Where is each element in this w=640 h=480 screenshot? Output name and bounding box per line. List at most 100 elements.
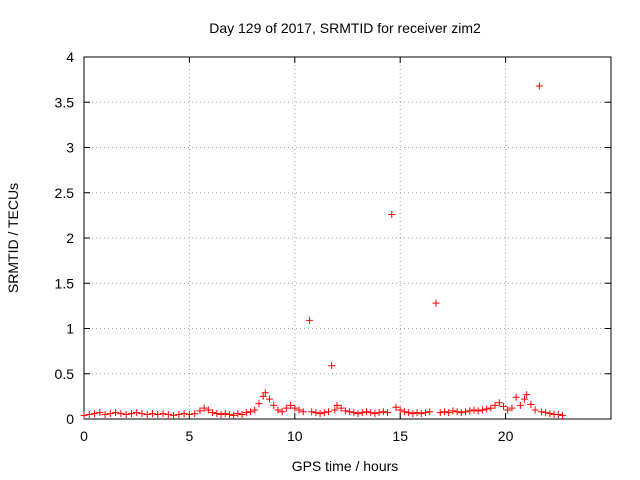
data-point: [508, 404, 516, 412]
data-point: [487, 404, 495, 412]
data-point: [217, 410, 225, 418]
y-tick-label: 2.5: [55, 185, 75, 201]
data-point: [308, 408, 316, 416]
data-point: [483, 405, 491, 413]
data-point: [278, 408, 286, 416]
data-point: [466, 407, 474, 415]
data-point: [392, 403, 400, 411]
data-point: [91, 410, 99, 418]
plot-frame: [83, 56, 612, 420]
x-tick-label: 0: [80, 428, 88, 444]
data-point: [247, 408, 255, 416]
data-point: [299, 408, 307, 416]
data-point: [325, 408, 333, 416]
data-point: [112, 409, 120, 417]
data-point: [291, 404, 299, 412]
y-tick-label: 0.5: [55, 366, 75, 382]
data-point: [516, 401, 524, 409]
grid-lines: [84, 57, 611, 419]
data-point: [491, 401, 499, 409]
axis-ticks: 0 5 10 15 20 0 0.5 1 1.5 2 2.5 3 3.5 4: [55, 49, 611, 444]
data-point: [242, 409, 250, 417]
data-point: [405, 409, 413, 417]
data-point: [180, 410, 188, 418]
data-point: [333, 401, 341, 409]
data-point: [396, 406, 404, 414]
data-point: [200, 404, 208, 412]
data-point: [101, 410, 109, 418]
data-point: [478, 406, 486, 414]
data-point: [213, 410, 221, 418]
data-point: [421, 409, 429, 417]
data-point: [159, 410, 167, 418]
data-point: [354, 410, 362, 418]
x-tick-label: 15: [392, 428, 408, 444]
data-points: [80, 82, 567, 419]
data-point: [204, 406, 212, 414]
chart-title: Day 129 of 2017, SRMTID for receiver zim…: [209, 20, 481, 36]
data-point: [523, 391, 531, 399]
data-point: [375, 409, 383, 417]
data-point: [209, 409, 217, 417]
data-point: [440, 408, 448, 416]
data-point: [127, 410, 135, 418]
data-point: [436, 409, 444, 417]
data-point: [261, 389, 269, 397]
data-point: [164, 410, 172, 418]
data-point: [316, 410, 324, 418]
data-point: [413, 409, 421, 417]
data-point: [225, 410, 233, 418]
data-point: [417, 410, 425, 418]
data-point: [453, 408, 461, 416]
data-point: [96, 409, 104, 417]
data-point: [306, 316, 314, 324]
x-tick-label: 10: [287, 428, 303, 444]
data-point: [499, 402, 507, 410]
data-point: [462, 408, 470, 416]
data-point: [149, 410, 157, 418]
data-point: [287, 401, 295, 409]
data-point: [362, 408, 370, 416]
data-point: [143, 410, 151, 418]
data-point: [341, 407, 349, 415]
data-point: [542, 409, 550, 417]
data-point: [358, 409, 366, 417]
data-point: [521, 395, 529, 403]
data-point: [138, 410, 146, 418]
data-point: [270, 401, 278, 409]
data-point: [274, 406, 282, 414]
data-point: [379, 408, 387, 416]
data-point: [384, 409, 392, 417]
y-tick-label: 4: [66, 49, 74, 65]
data-point: [295, 406, 303, 414]
data-point: [259, 392, 267, 400]
data-point: [512, 393, 520, 401]
x-tick-label: 20: [498, 428, 514, 444]
data-point: [185, 410, 193, 418]
y-tick-label: 3: [66, 140, 74, 156]
data-point: [449, 407, 457, 415]
y-tick-label: 3.5: [55, 94, 75, 110]
data-point: [328, 362, 336, 370]
data-point: [175, 410, 183, 418]
data-point: [470, 406, 478, 414]
y-tick-label: 1.5: [55, 275, 75, 291]
data-point: [320, 409, 328, 417]
data-point: [337, 404, 345, 412]
data-point: [106, 410, 114, 418]
data-point: [409, 410, 417, 418]
y-tick-label: 1: [66, 321, 74, 337]
data-point: [154, 410, 162, 418]
data-point: [221, 410, 229, 418]
data-point: [531, 406, 539, 414]
data-point: [255, 400, 263, 408]
data-point: [251, 406, 259, 414]
data-point: [238, 410, 246, 418]
y-tick-label: 0: [66, 411, 74, 427]
data-point: [495, 399, 503, 407]
data-point: [122, 410, 130, 418]
data-point: [400, 408, 408, 416]
data-point: [196, 407, 204, 415]
x-tick-label: 5: [186, 428, 194, 444]
data-point: [170, 411, 178, 419]
